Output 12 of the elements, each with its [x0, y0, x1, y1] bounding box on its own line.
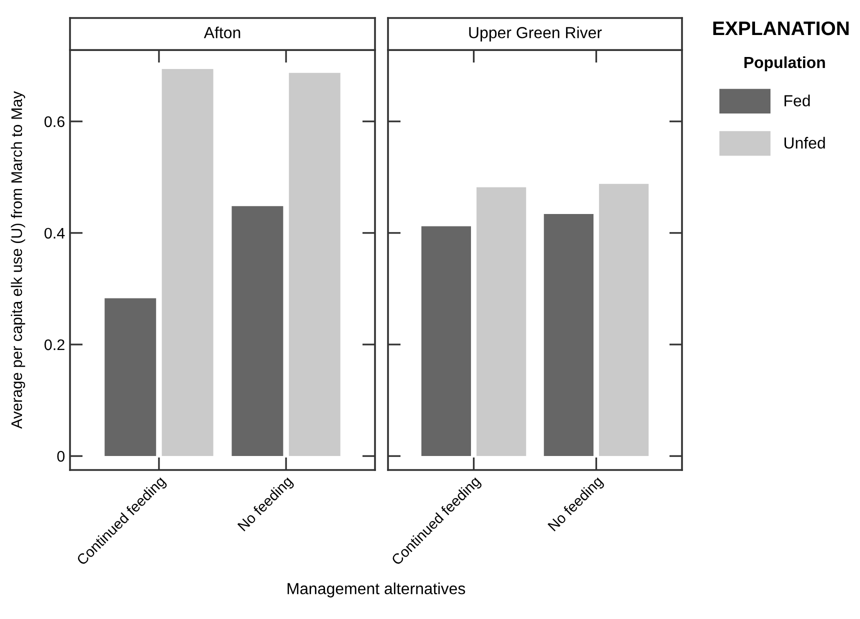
text: EXPLANATION: [713, 21, 849, 36]
x-axis-title: Management alternatives: [288, 582, 466, 598]
chart-title: Upper Green River: [469, 26, 602, 42]
y-tick-label: 0.6: [44, 116, 64, 128]
y-tick-label: 0.4: [44, 228, 65, 239]
legend-label: Fed: [784, 94, 810, 106]
legend-label: Unfed: [784, 136, 825, 149]
legend-title: Population: [744, 56, 825, 72]
y-tick-label: 0: [57, 450, 65, 462]
y-axis-title: Average per capita elk use (U) from March to May: [10, 91, 26, 429]
y-tick-label: 0.2: [44, 339, 64, 350]
chart-title: Afton: [204, 26, 240, 38]
